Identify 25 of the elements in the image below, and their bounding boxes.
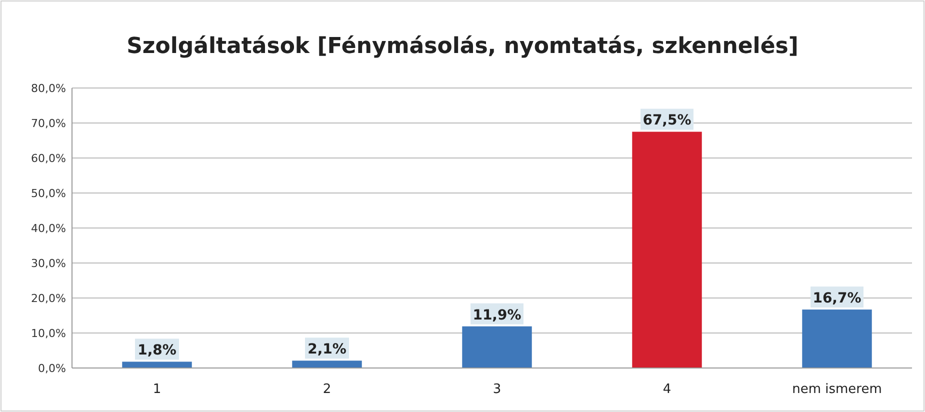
y-tick-label: 20,0%	[31, 292, 66, 305]
bar	[802, 310, 872, 368]
y-tick-label: 30,0%	[31, 256, 66, 270]
x-tick-label: nem ismerem	[792, 382, 882, 397]
data-label: 11,9%	[472, 307, 522, 324]
data-label: 1,8%	[138, 342, 176, 359]
y-tick-label: 0,0%	[38, 362, 66, 375]
data-label: 16,7%	[812, 290, 862, 306]
chart-title: Szolgáltatások [Fénymásolás, nyomtatás, szkennelés]	[126, 34, 798, 59]
bar	[122, 362, 192, 368]
y-tick-label: 40,0%	[31, 222, 66, 235]
y-tick-label: 10,0%	[31, 326, 66, 340]
x-tick-label: 3	[492, 382, 502, 397]
x-tick-label: 4	[662, 382, 672, 397]
y-tick-label: 70,0%	[31, 116, 66, 130]
bar	[292, 360, 362, 368]
x-tick-label: 2	[322, 382, 332, 397]
x-tick-label: 1	[152, 382, 162, 397]
data-label: 2,1%	[308, 342, 346, 358]
data-label: 67,5%	[642, 112, 692, 129]
bar	[462, 326, 532, 368]
y-tick-label: 60,0%	[31, 152, 66, 165]
bar	[632, 132, 702, 368]
y-tick-label: 50,0%	[31, 186, 66, 200]
y-tick-label: 80,0%	[31, 82, 66, 95]
